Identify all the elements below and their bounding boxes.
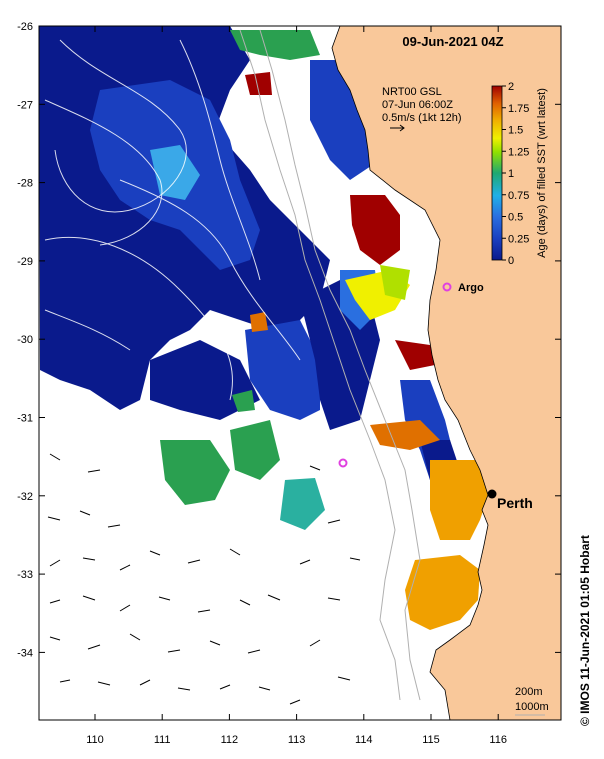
longitude-axis: 110 111 112 113 114 115 116	[86, 26, 507, 746]
lat-tick-label: -27	[17, 99, 33, 111]
lon-tick-label: 111	[154, 734, 171, 746]
lat-tick-label: -28	[17, 178, 33, 190]
isobath-line	[259, 29, 421, 701]
land-mass	[331, 26, 561, 720]
latitude-axis: -26 -27 -28 -29 -30 -31 -32 -33 -34	[17, 21, 561, 659]
isobath-legend-1000m: 1000m	[515, 701, 549, 713]
colorbar-tick-label: 0	[508, 255, 514, 267]
current-legend-time: 07-Jun 06:00Z	[382, 99, 453, 111]
isobath-line	[239, 29, 401, 701]
argo-float-marker	[338, 458, 348, 468]
colorbar	[491, 85, 503, 261]
ssh-contours	[44, 39, 301, 401]
colorbar-tick-label: 0.25	[508, 233, 529, 245]
lon-tick-label: 113	[288, 734, 306, 746]
current-vectors	[47, 453, 361, 705]
colorbar-ticks: 2 1.75 1.5 1.25 1 0.75 0.5 0.25 0	[502, 81, 529, 267]
colorbar-tick-label: 1	[508, 168, 514, 180]
colorbar-tick-label: 1.25	[508, 146, 529, 158]
current-legend-scale: 0.5m/s (1kt 12h)	[382, 112, 461, 124]
colorbar-tick-label: 0.5	[508, 212, 523, 224]
lon-tick-label: 115	[422, 734, 440, 746]
map-date-title: 09-Jun-2021 04Z	[402, 34, 503, 49]
colorbar-tick-label: 1.5	[508, 125, 523, 137]
current-legend-model: NRT00 GSL	[382, 86, 442, 98]
current-scale-arrow	[390, 124, 405, 132]
lat-tick-label: -33	[17, 569, 33, 581]
isobath-legend-200m: 200m	[515, 686, 543, 698]
colorbar-tick-label: 0.75	[508, 190, 529, 202]
perth-label: Perth	[497, 495, 533, 511]
lat-tick-label: -26	[17, 21, 33, 33]
credit-text: © IMOS 11-Jun-2021 01:05 Hobart	[578, 535, 592, 726]
lat-tick-label: -30	[17, 334, 33, 346]
argo-label: Argo	[458, 282, 484, 294]
lat-tick-label: -32	[17, 491, 33, 503]
sst-data-layer	[39, 26, 490, 630]
lat-tick-label: -34	[17, 647, 33, 659]
colorbar-label: Age (days) of filled SST (wrt latest)	[536, 88, 548, 258]
lon-tick-label: 112	[221, 734, 239, 746]
colorbar-tick-label: 1.75	[508, 103, 529, 115]
lon-tick-label: 110	[86, 734, 104, 746]
lon-tick-label: 114	[355, 734, 373, 746]
lat-tick-label: -31	[17, 413, 33, 425]
colorbar-tick-label: 2	[508, 81, 514, 93]
argo-float-marker	[442, 282, 452, 292]
lon-tick-label: 116	[489, 734, 507, 746]
perth-marker	[487, 489, 497, 499]
lat-tick-label: -29	[17, 256, 33, 268]
